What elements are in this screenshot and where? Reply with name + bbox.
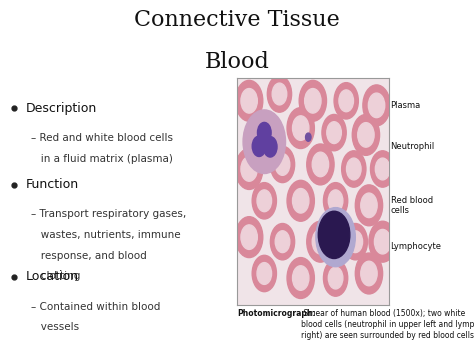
Text: Photomicrograph:: Photomicrograph:	[237, 309, 316, 318]
Circle shape	[287, 258, 314, 299]
Circle shape	[343, 224, 367, 260]
Text: Smear of human blood (1500x); two white
blood cells (neutrophil in upper left an: Smear of human blood (1500x); two white …	[301, 309, 474, 340]
Circle shape	[328, 190, 343, 212]
Circle shape	[287, 108, 314, 148]
Circle shape	[346, 158, 361, 180]
Circle shape	[264, 137, 277, 157]
Text: Lymphocyte: Lymphocyte	[391, 242, 442, 251]
Circle shape	[339, 90, 354, 112]
Circle shape	[361, 193, 377, 218]
Circle shape	[361, 261, 377, 286]
Text: Blood: Blood	[205, 51, 269, 73]
Circle shape	[236, 148, 263, 190]
Circle shape	[267, 76, 292, 112]
Circle shape	[292, 116, 309, 140]
Text: Location: Location	[26, 271, 79, 283]
Circle shape	[374, 229, 391, 254]
Circle shape	[252, 182, 276, 219]
Circle shape	[257, 190, 272, 212]
Circle shape	[270, 146, 295, 182]
Circle shape	[356, 253, 383, 294]
Circle shape	[307, 221, 334, 262]
Circle shape	[319, 211, 350, 258]
Circle shape	[241, 88, 257, 113]
Circle shape	[371, 151, 395, 187]
Circle shape	[334, 83, 358, 119]
Circle shape	[275, 153, 290, 175]
Circle shape	[275, 231, 290, 253]
Circle shape	[257, 122, 271, 143]
Text: – Contained within blood: – Contained within blood	[31, 302, 160, 312]
Circle shape	[243, 110, 285, 174]
Text: – Transport respiratory gases,: – Transport respiratory gases,	[31, 209, 186, 219]
Circle shape	[323, 182, 348, 219]
Text: Function: Function	[26, 178, 79, 191]
Text: Connective Tissue: Connective Tissue	[134, 9, 340, 31]
Text: Red blood
cells: Red blood cells	[391, 196, 433, 215]
Circle shape	[252, 255, 276, 292]
Circle shape	[257, 122, 272, 143]
Circle shape	[323, 260, 348, 296]
Circle shape	[241, 225, 257, 250]
Circle shape	[306, 133, 311, 141]
Circle shape	[272, 83, 287, 105]
Circle shape	[342, 151, 366, 187]
Circle shape	[292, 189, 309, 213]
Circle shape	[356, 185, 383, 226]
Text: vessels: vessels	[31, 322, 79, 332]
Circle shape	[328, 267, 343, 289]
Circle shape	[270, 224, 295, 260]
Circle shape	[292, 266, 309, 290]
Circle shape	[368, 93, 385, 118]
Circle shape	[257, 263, 272, 284]
Circle shape	[312, 229, 328, 254]
Circle shape	[252, 136, 266, 157]
Text: Neutrophil: Neutrophil	[391, 142, 435, 151]
Circle shape	[236, 80, 263, 121]
Circle shape	[287, 180, 314, 221]
Circle shape	[299, 80, 327, 121]
Text: Plasma: Plasma	[391, 101, 421, 110]
Text: Description: Description	[26, 102, 97, 115]
Circle shape	[327, 122, 341, 143]
Circle shape	[241, 157, 257, 181]
Circle shape	[358, 122, 374, 147]
Circle shape	[307, 144, 334, 185]
Circle shape	[363, 85, 390, 126]
Circle shape	[236, 217, 263, 258]
Circle shape	[369, 221, 396, 262]
Text: in a fluid matrix (plasma): in a fluid matrix (plasma)	[31, 154, 173, 164]
Circle shape	[305, 88, 321, 113]
Text: clotting: clotting	[31, 271, 80, 281]
Text: response, and blood: response, and blood	[31, 251, 146, 261]
Circle shape	[312, 152, 328, 177]
Text: wastes, nutrients, immune: wastes, nutrients, immune	[31, 230, 181, 240]
Circle shape	[375, 158, 390, 180]
Circle shape	[252, 114, 276, 151]
Circle shape	[322, 114, 346, 151]
Text: – Red and white blood cells: – Red and white blood cells	[31, 133, 173, 143]
Circle shape	[348, 231, 363, 253]
Circle shape	[316, 208, 356, 267]
Circle shape	[352, 114, 380, 155]
